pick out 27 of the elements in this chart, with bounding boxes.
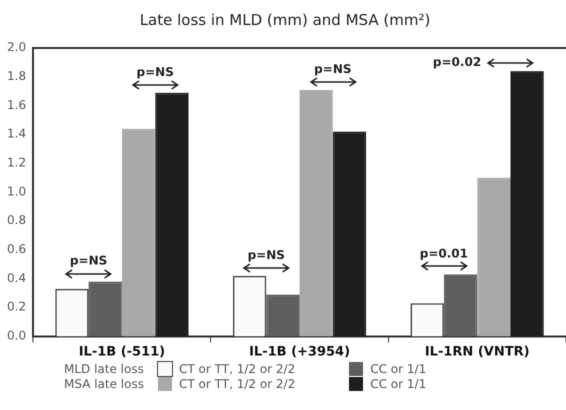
x-tick-label: IL-1B (+3954): [249, 344, 350, 360]
y-tick-label: 0.6: [6, 242, 26, 256]
y-tick-label: 0.0: [6, 328, 26, 343]
x-tick-label: IL-1B (-511): [78, 344, 166, 360]
y-tick-label: 1.4: [6, 126, 26, 141]
x-tick-label: IL-1RN (VNTR): [424, 344, 530, 360]
annotation: p=NS: [136, 64, 174, 79]
legend-label: CT or TT, 1/2 or 2/2: [179, 377, 296, 391]
legend-label: CT or TT, 1/2 or 2/2: [179, 362, 296, 376]
y-tick-label: 1.0: [6, 184, 26, 198]
annotation: p=NS: [248, 248, 285, 262]
text: MLD late loss: [64, 362, 144, 376]
annotation: p=NS: [70, 254, 108, 268]
y-tick-label: 0.2: [6, 300, 26, 314]
annotation: p=NS: [314, 62, 352, 76]
annotation: p=0.02: [432, 55, 482, 70]
y-tick-label: 0.8: [6, 213, 26, 228]
y-tick-label: 0.4: [6, 270, 26, 285]
y-tick-label: 2.0: [6, 40, 26, 54]
legend-label: CC or 1/1: [370, 377, 426, 391]
annotation: p=0.01: [420, 246, 468, 261]
y-tick-label: 1.2: [6, 155, 26, 170]
chart-title: Late loss in MLD (mm) and MSA (mm²): [140, 10, 430, 29]
y-tick-label: 1.8: [6, 68, 26, 83]
text: MSA late loss: [64, 377, 144, 391]
legend-label: CC or 1/1: [370, 362, 426, 376]
y-tick-label: 1.6: [6, 98, 26, 112]
